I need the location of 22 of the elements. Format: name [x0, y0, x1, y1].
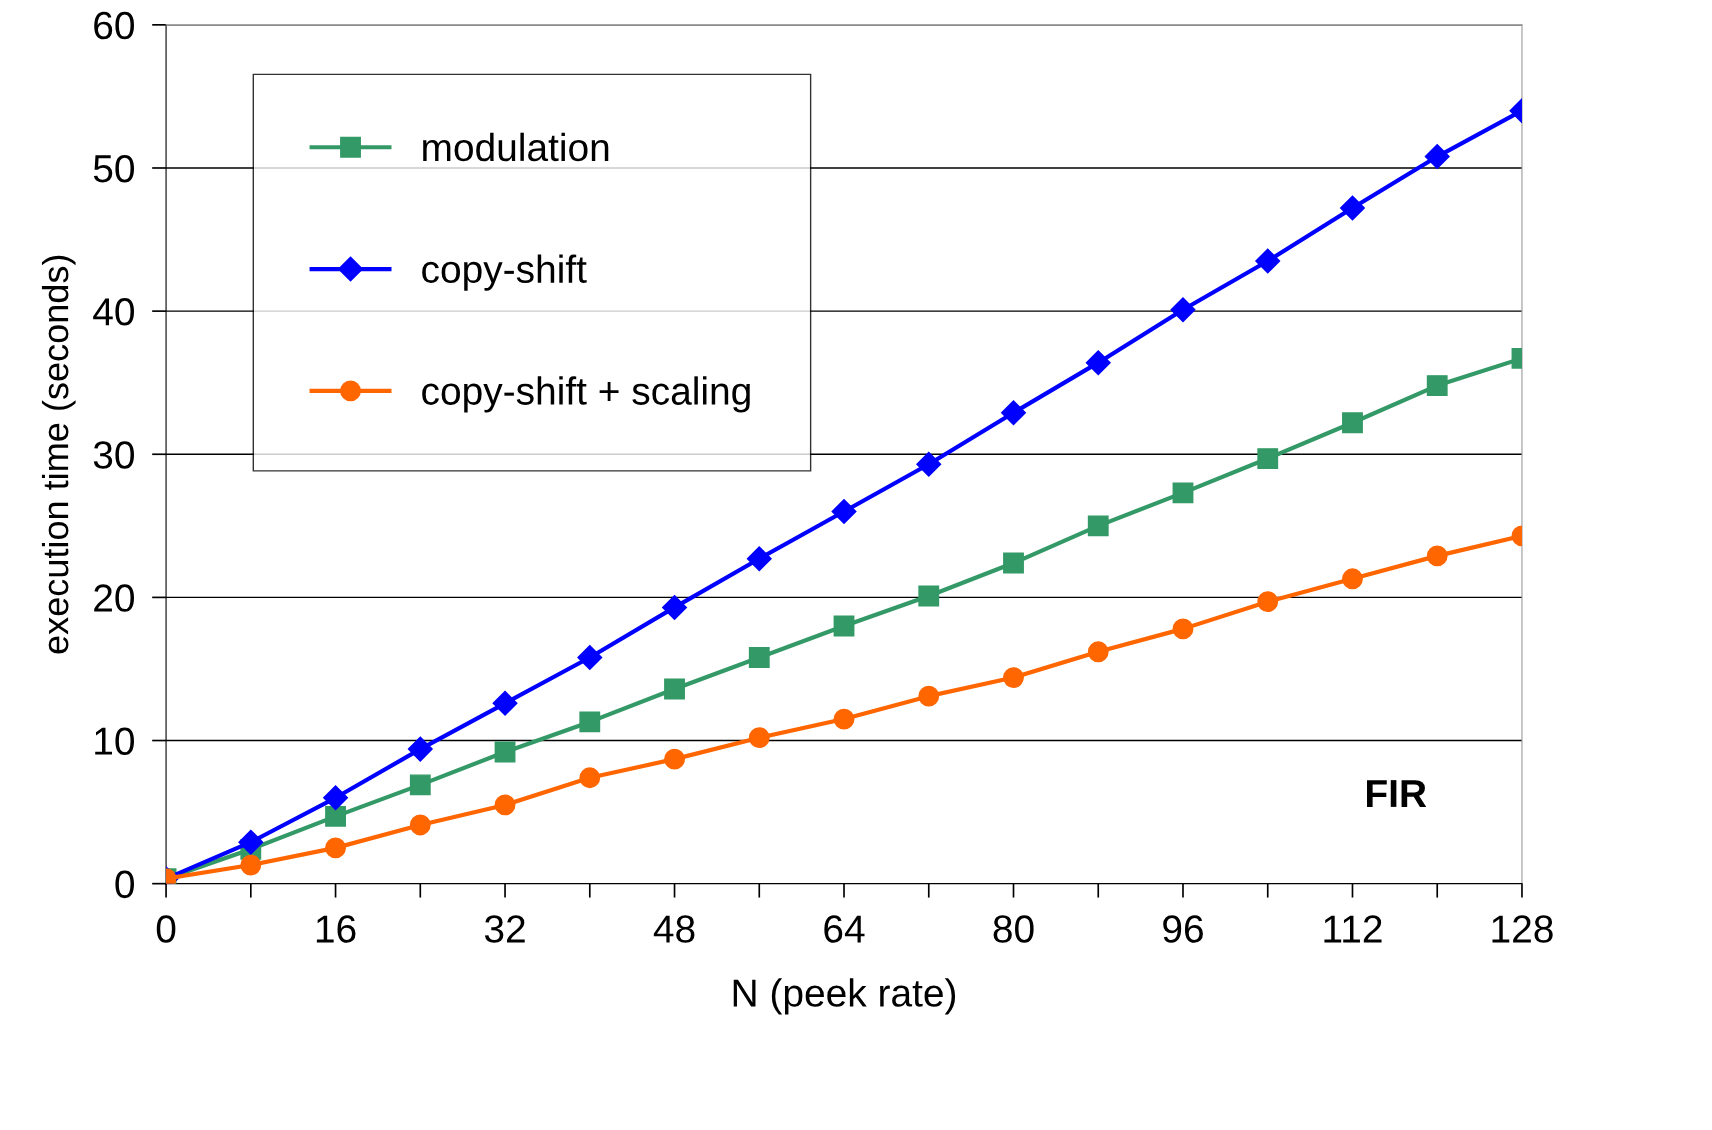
legend-label: copy-shift + scaling — [422, 376, 750, 413]
x-tick-label: 96 — [1163, 915, 1203, 943]
x-tick-label: 80 — [993, 915, 1034, 943]
y-tick-label: 50 — [93, 154, 134, 183]
y-tick-label: 10 — [95, 727, 134, 755]
x-tick-label: 32 — [484, 915, 525, 943]
legend-label: copy-shift — [422, 254, 587, 291]
y-tick-label: 40 — [93, 298, 134, 326]
y-axis-title: execution time (seconds) — [41, 255, 76, 654]
y-tick-label: 0 — [115, 870, 134, 899]
x-axis-title: N (peek rate) — [733, 978, 956, 1015]
x-tick-label: 0 — [156, 915, 176, 943]
x-tick-label: 112 — [1324, 915, 1382, 943]
y-tick-label: 20 — [94, 584, 134, 612]
annotation: FIR — [1367, 780, 1427, 807]
y-tick-label: 30 — [93, 441, 134, 469]
legend-label: modulation — [423, 132, 609, 162]
x-tick-label: 16 — [316, 915, 356, 943]
x-tick-label: 128 — [1492, 915, 1553, 943]
x-tick-label: 64 — [824, 915, 865, 943]
y-tick-label: 60 — [94, 11, 134, 40]
x-tick-label: 48 — [653, 915, 695, 943]
